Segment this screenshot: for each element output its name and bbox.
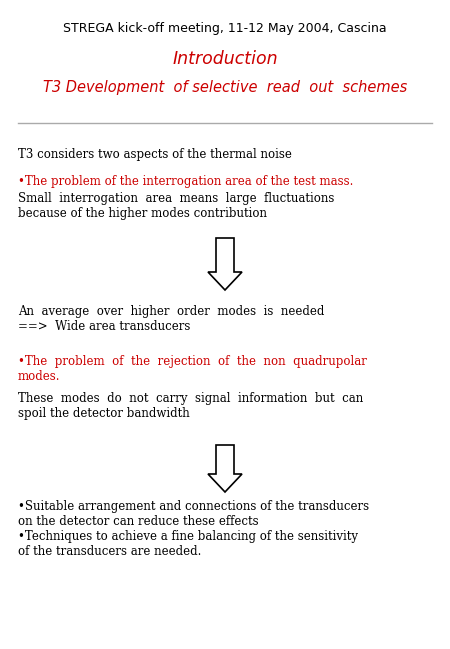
Text: Introduction: Introduction [172,50,278,68]
Text: •The problem of the interrogation area of the test mass.: •The problem of the interrogation area o… [18,175,353,188]
Text: Small  interrogation  area  means  large  fluctuations
because of the higher mod: Small interrogation area means large flu… [18,192,334,220]
Text: STREGA kick-off meeting, 11-12 May 2004, Cascina: STREGA kick-off meeting, 11-12 May 2004,… [63,22,387,35]
Text: These  modes  do  not  carry  signal  information  but  can
spoil the detector b: These modes do not carry signal informat… [18,392,363,420]
Text: An  average  over  higher  order  modes  is  needed
==>  Wide area transducers: An average over higher order modes is ne… [18,305,324,333]
Text: T3 Development  of selective  read  out  schemes: T3 Development of selective read out sch… [43,80,407,95]
Text: •The  problem  of  the  rejection  of  the  non  quadrupolar
modes.: •The problem of the rejection of the non… [18,355,367,383]
Polygon shape [208,445,242,492]
Polygon shape [208,238,242,290]
Text: •Suitable arrangement and connections of the transducers
on the detector can red: •Suitable arrangement and connections of… [18,500,369,558]
Text: T3 considers two aspects of the thermal noise: T3 considers two aspects of the thermal … [18,148,292,161]
